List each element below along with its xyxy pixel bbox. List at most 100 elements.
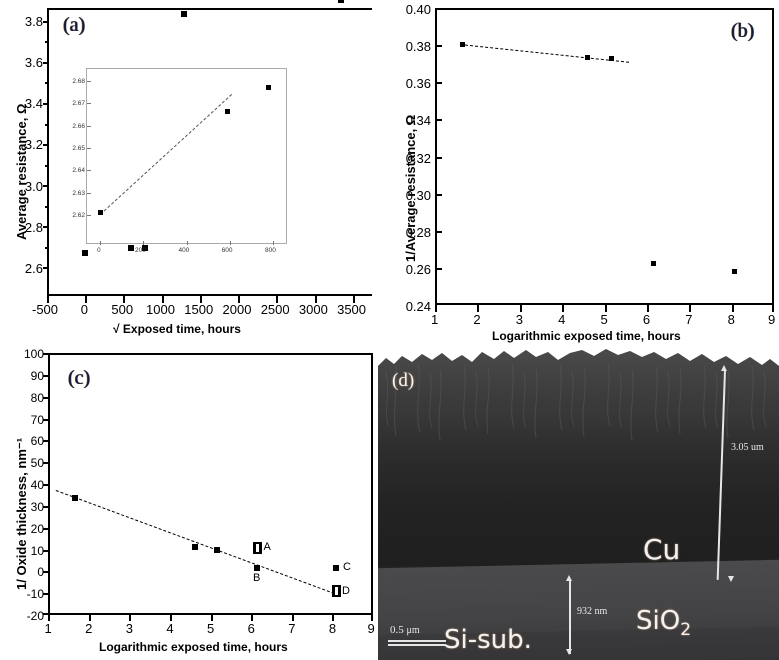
panel-a-x-tick (314, 296, 317, 303)
scale-bar: 0.5 μm (388, 624, 446, 646)
panel-a-x-tick (276, 296, 279, 303)
panel-b-data-point (460, 41, 466, 47)
cu-grain-texture (385, 363, 767, 441)
panel-b-x-tick (562, 305, 565, 312)
panel-a-x-tick (123, 296, 126, 303)
panel-a-y-tick-label: 3.2 (24, 137, 43, 153)
panel-c-y-tick (43, 353, 49, 355)
panel-a-data-point (82, 249, 89, 256)
panel-a-y-tick-label: 2.6 (24, 260, 43, 276)
panel-c-x-tick (291, 615, 294, 621)
panel-c-y-tick (43, 593, 49, 596)
panel-a-y-tick (43, 267, 49, 270)
panel-a-plot-area: (a) 2.68 2.67 2.66 2.65 2.64 2.63 2.62 (47, 0, 372, 296)
panel-c-x-tick (129, 615, 132, 621)
panel-b-x-tick-label: 5 (600, 312, 608, 327)
panel-b-x-tick-label: 4 (558, 312, 566, 327)
panel-b-x-axis-title: Logarithmic exposed time, hours (492, 329, 681, 343)
panel-b-x-tick (646, 305, 649, 312)
panel-b-plot-area: (b) (435, 8, 774, 305)
panel-c-point-label-c: C (343, 561, 351, 573)
panel-b-y-tick-label: 0.26 (405, 261, 431, 277)
panel-c-x-tick-label: 7 (288, 621, 296, 636)
panel-c-y-tick (43, 505, 49, 508)
panel-b-data-point (651, 260, 656, 266)
panel-a-x-tick (161, 296, 164, 303)
inset-y-tick (87, 192, 91, 194)
panel-a-x-tick (352, 296, 355, 303)
panel-b-y-tick-label: 0.24 (405, 299, 431, 314)
panel-c-point-label-d: D (342, 585, 350, 597)
panel-c: 1/ Oxide thickness, nm⁻¹ Logarithmic exp… (0, 345, 390, 660)
panel-c-x-tick (88, 615, 91, 621)
si-substrate-label: Si-sub. (444, 625, 532, 655)
panel-c-plot-area: (c) A B C D (48, 353, 373, 615)
panel-a-x-tick (85, 296, 88, 303)
panel-a-y-tick (43, 226, 49, 229)
panel-b-x-tick-label: 2 (473, 312, 481, 327)
panel-c-x-tick (251, 615, 254, 621)
inset-y-tick (87, 147, 91, 149)
cu-thickness-label: 3.05 um (731, 442, 764, 453)
panel-a-y-minor-tick (45, 41, 49, 44)
panel-a: Average resistance, Ω √ Exposed time, ho… (0, 0, 390, 345)
panel-c-data-point-b (254, 564, 261, 571)
panel-c-y-tick-label: 20 (30, 521, 44, 536)
panel-c-y-tick (43, 484, 49, 486)
panel-c-y-tick-label: 100 (23, 347, 44, 361)
oxide-thickness-label: 932 nm (577, 606, 608, 617)
inset-y-tick-label: 2.65 (72, 144, 85, 152)
panel-a-data-point (141, 244, 148, 251)
panel-c-y-tick-label: 0 (37, 565, 44, 580)
inset-x-tick-label: 800 (265, 247, 276, 254)
inset-data-point (98, 210, 103, 215)
panel-c-data-point (214, 547, 221, 554)
panel-a-x-tick-label: 0 (80, 302, 88, 317)
panel-b-x-tick-label: 7 (685, 312, 693, 327)
panel-c-x-tick-label: 3 (125, 621, 134, 636)
panel-c-y-tick-label: 90 (30, 368, 44, 383)
panel-c-x-tick-label: 1 (44, 621, 52, 636)
panel-a-y-tick (43, 20, 49, 23)
scale-bar-line-bottom (388, 644, 446, 646)
panel-b-x-tick-label: 8 (727, 312, 735, 327)
panel-b-x-tick (477, 305, 480, 312)
scale-bar-value: 0.5 (390, 624, 404, 636)
panel-c-x-tick-label: 6 (247, 621, 255, 636)
sio2-label: SiO2 (636, 606, 691, 640)
panel-c-y-tick (43, 527, 49, 530)
oxide-thickness-arrow-head-top (566, 575, 572, 581)
panel-a-inset: 2.68 2.67 2.66 2.65 2.64 2.63 2.62 (72, 68, 287, 254)
panel-a-data-point (180, 10, 187, 17)
panel-b-x-tick (519, 305, 522, 312)
inset-y-tick-label: 2.68 (72, 78, 85, 85)
panel-c-x-tick-label: 2 (85, 621, 93, 636)
inset-x-tick-label: 0 (97, 247, 101, 254)
panel-a-x-tick-label: 3500 (337, 302, 367, 317)
panel-c-point-label-b: B (253, 572, 261, 584)
oxide-thickness-arrow-line (569, 580, 571, 654)
panel-a-data-point (337, 0, 344, 4)
panel-b-x-tick-label: 1 (431, 312, 439, 327)
inset-y-tick (87, 103, 91, 105)
panel-a-y-minor-tick (45, 205, 49, 208)
inset-x-tick (273, 241, 274, 245)
inset-x-tick (229, 241, 231, 245)
panel-c-data-point (72, 495, 79, 502)
panel-a-x-tick (47, 296, 49, 303)
panel-a-x-tick-label: 3000 (298, 302, 328, 317)
panel-c-x-tick (210, 615, 213, 621)
panel-a-y-tick-label: 3.0 (24, 178, 43, 194)
inset-trendline (100, 93, 233, 215)
panel-c-x-axis-title: Logarithmic exposed time, hours (99, 640, 288, 654)
inset-y-tick-label: 2.63 (72, 189, 85, 197)
inset-y-tick-label: 2.64 (72, 167, 85, 175)
panel-b-y-tick (435, 230, 442, 233)
panel-c-y-tick-label: -20 (26, 609, 44, 623)
panel-c-data-point-a-inner (256, 543, 260, 552)
panel-b-y-tick (435, 156, 442, 159)
sio2-label-text: SiO (636, 606, 681, 636)
panel-c-x-tick-label: 5 (207, 621, 215, 636)
panel-c-y-tick-label: 40 (30, 478, 44, 492)
panel-a-y-minor-tick (45, 246, 49, 249)
